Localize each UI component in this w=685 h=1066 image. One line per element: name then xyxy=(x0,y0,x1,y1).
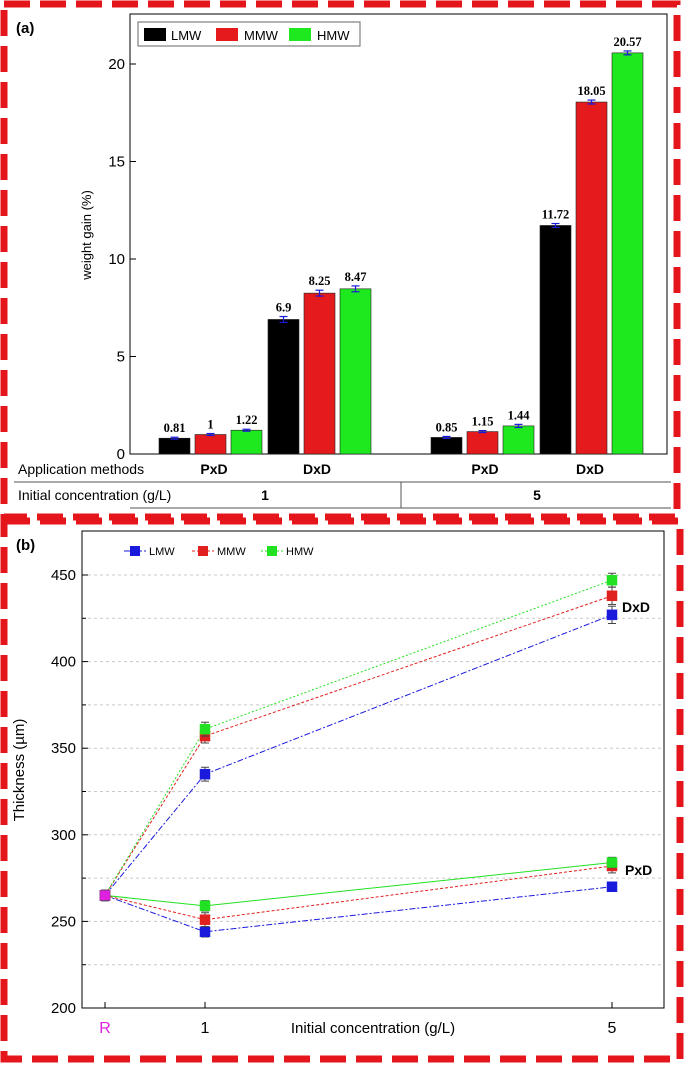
plot-a-y-label: weight gain (%) xyxy=(79,190,94,281)
data-label: 11.72 xyxy=(542,208,569,222)
row-label-concentration: Initial concentration (g/L) xyxy=(18,487,171,503)
method-label-1: PxD xyxy=(200,461,227,477)
x-tick-label-b: 1 xyxy=(201,1020,210,1037)
data-label: 8.47 xyxy=(345,270,367,284)
data-label: 0.81 xyxy=(164,421,186,435)
marker-lmw xyxy=(199,768,211,780)
legend-a-swatch-lmw xyxy=(144,28,166,41)
data-label: 1 xyxy=(207,418,213,432)
concentration-label-5: 5 xyxy=(533,487,541,503)
legend-b-marker-mmw xyxy=(198,546,208,556)
plot-b-legend: LMW MMW HMW xyxy=(124,546,314,558)
plot-a-y-axis: 0 5 10 15 20 xyxy=(108,56,136,463)
legend-a-swatch-hmw xyxy=(289,28,311,41)
data-label: 0.85 xyxy=(436,420,458,434)
y-tick-label-a: 5 xyxy=(117,349,125,366)
y-tick-label-a: 10 xyxy=(108,251,125,268)
panel-a-frame xyxy=(0,0,681,521)
line-label-pxd: PxD xyxy=(625,862,652,878)
series-line-mmw xyxy=(104,865,613,921)
legend-a-label-mmw: MMW xyxy=(244,28,279,43)
legend-b-marker-hmw xyxy=(267,546,277,556)
bar-lmw xyxy=(158,437,191,455)
bar-hmw xyxy=(230,429,263,455)
plot-b-y-label: Thickness (µm) xyxy=(11,719,28,822)
marker-hmw xyxy=(199,723,211,735)
panel-a-label: (a) xyxy=(16,20,34,37)
data-label: 1.44 xyxy=(508,408,531,422)
marker-hmw xyxy=(199,900,211,912)
legend-a-swatch-mmw xyxy=(216,28,238,41)
bar-mmw xyxy=(575,101,608,455)
method-label-4: DxD xyxy=(576,461,604,477)
data-label: 8.25 xyxy=(309,274,331,288)
marker-mmw xyxy=(606,590,618,602)
series-line-mmw xyxy=(104,595,613,896)
bar-hmw xyxy=(611,52,644,455)
data-label: 1.15 xyxy=(472,415,494,429)
data-label: 1.22 xyxy=(236,413,258,427)
plot-b-lines xyxy=(99,572,618,938)
marker-mmw xyxy=(199,914,211,925)
marker-lmw xyxy=(606,609,618,621)
method-label-3: PxD xyxy=(471,461,498,477)
concentration-label-1: 1 xyxy=(261,487,269,503)
bar-hmw xyxy=(339,288,372,455)
x-tick-label-b: R xyxy=(99,1020,111,1037)
legend-b-label-hmw: HMW xyxy=(286,546,314,558)
legend-b-marker-lmw xyxy=(130,546,140,556)
data-label: 18.05 xyxy=(577,84,605,98)
legend-b-label-mmw: MMW xyxy=(217,546,246,558)
legend-a-label-lmw: LMW xyxy=(171,28,202,43)
data-label: 20.57 xyxy=(613,35,641,49)
y-tick-label-b: 350 xyxy=(51,740,76,757)
plot-b-grid xyxy=(82,574,664,966)
bar-mmw xyxy=(303,292,336,455)
series-line-hmw xyxy=(104,579,613,896)
plot-b-frame xyxy=(81,530,665,1009)
y-tick-label-a: 20 xyxy=(108,56,125,73)
plot-b-x-label: Initial concentration (g/L) xyxy=(291,1020,455,1037)
marker-lmw xyxy=(199,926,211,938)
plot-b-x-axis: R 1 5 xyxy=(99,1002,617,1037)
plot-a-bars: 0.81 6.9 0.85 11.72 1 8.25 1.15 18.05 1.22 8.47 1.… xyxy=(158,35,644,455)
marker-hmw xyxy=(606,574,618,586)
y-tick-label-a: 15 xyxy=(108,154,125,171)
plot-a-legend: LMW MMW HMW xyxy=(137,21,361,47)
y-tick-label-b: 300 xyxy=(51,827,76,844)
plot-b-y-axis: 200 250 300 350 400 450 xyxy=(51,567,88,1017)
y-tick-label-a: 0 xyxy=(117,446,125,463)
y-tick-label-b: 200 xyxy=(51,1000,76,1017)
marker-hmw xyxy=(99,890,111,901)
legend-a-label-hmw: HMW xyxy=(317,28,350,43)
row-label-methods: Application methods xyxy=(18,461,144,477)
data-label: 6.9 xyxy=(276,301,292,315)
bar-mmw xyxy=(194,434,227,455)
bar-lmw xyxy=(267,319,300,455)
series-line-lmw xyxy=(104,886,613,933)
series-line-lmw xyxy=(104,614,613,896)
bar-lmw xyxy=(430,437,463,455)
marker-hmw xyxy=(606,857,618,868)
panel-b: (b) 200 250 300 350 400 450 R 1 5 Thickness (µm… xyxy=(11,530,665,1037)
plot-a-category-table: Application methods Initial concentratio… xyxy=(14,461,671,509)
bar-lmw xyxy=(539,225,572,455)
legend-a-box xyxy=(137,21,361,47)
y-tick-label-b: 450 xyxy=(51,567,76,584)
panel-b-label: (b) xyxy=(16,537,35,554)
legend-b-label-lmw: LMW xyxy=(149,546,175,558)
plot-a-frame xyxy=(129,13,668,455)
y-tick-label-b: 400 xyxy=(51,654,76,671)
method-label-2: DxD xyxy=(303,461,331,477)
y-tick-label-b: 250 xyxy=(51,913,76,930)
x-tick-label-b: 5 xyxy=(608,1020,617,1037)
panel-b-frame xyxy=(0,517,684,1063)
bar-mmw xyxy=(466,431,499,455)
marker-lmw xyxy=(606,881,618,893)
bar-hmw xyxy=(502,425,535,455)
line-label-dxd: DxD xyxy=(622,599,650,615)
